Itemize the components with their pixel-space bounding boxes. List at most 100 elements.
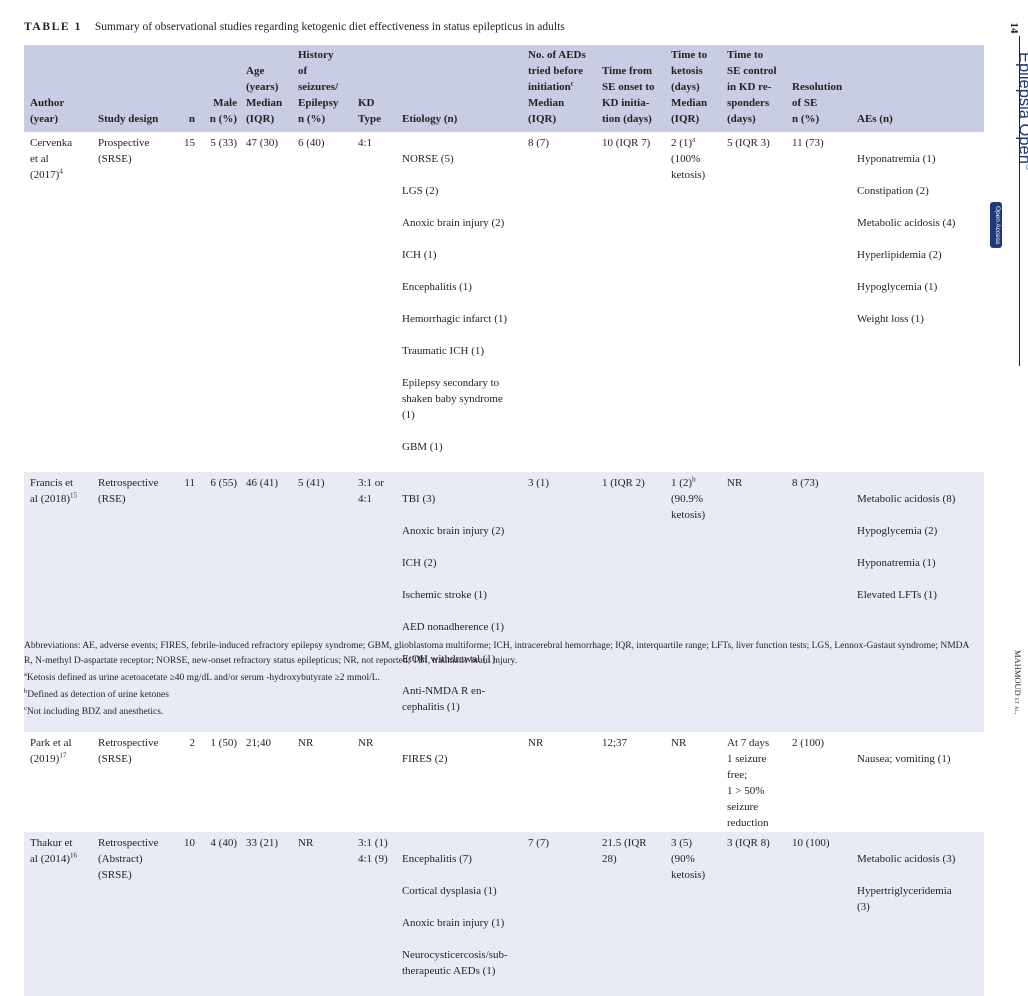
cell-ketosis: NR	[665, 732, 721, 832]
list-item: Encephalitis (1)	[402, 279, 519, 295]
list-item: LGS (2)	[402, 183, 519, 199]
open-access-badge: Open Access	[990, 202, 1002, 248]
cell-author: Park et al (2019)17	[24, 732, 92, 832]
cell-aes: Hyponatremia (1) Constipation (2) Metabo…	[851, 132, 984, 472]
cell-n: 2	[172, 732, 198, 832]
header-aeds-text: No. of AEDs tried before initiation	[528, 49, 586, 93]
running-author: MAHMOUD	[1013, 650, 1023, 696]
footnote-text: Defined as detection of urine ketones	[27, 690, 169, 700]
list-item: Ischemic stroke (1)	[402, 587, 519, 603]
list-item: Hemorrhagic infarct (1)	[402, 311, 519, 327]
cell-age: 21;40	[240, 732, 292, 832]
list-item: GBM (1)	[402, 439, 519, 455]
running-head: MAHMOUD et al.	[1013, 650, 1023, 714]
header-history: History of seizures/ Epilepsy n (%)	[292, 45, 352, 132]
cell-time-onset: 10 (IQR 7)	[596, 132, 665, 472]
table-label: TABLE 1	[24, 21, 82, 33]
cell-kd: NR	[352, 732, 396, 832]
ketosis-value: 2 (1)	[671, 137, 692, 149]
cell-se-control: 5 (IQR 3)	[721, 132, 786, 472]
author-ref: 4	[59, 167, 63, 175]
ketosis-sup: a	[692, 135, 695, 143]
table-title: Summary of observational studies regardi…	[95, 21, 565, 33]
list-item: Hypoglycemia (1)	[857, 279, 981, 295]
footnote-text: Ketosis defined as urine acetoacetate ≥4…	[27, 673, 380, 683]
cell-design: Retrospective (SRSE)	[92, 732, 172, 832]
list-item: Nausea; vomiting (1)	[857, 751, 981, 767]
cell-male: 4 (40)	[198, 832, 240, 996]
cell-time-onset: 12;37	[596, 732, 665, 832]
header-se-control: Time to SE control in KD re- sponders (d…	[721, 45, 786, 132]
list-item: Metabolic acidosis (8)	[857, 491, 981, 507]
cell-design: Retrospective (Abstract) (SRSE)	[92, 832, 172, 996]
header-aes: AEs (n)	[851, 45, 984, 132]
table-caption: TABLE 1 Summary of observational studies…	[24, 21, 565, 33]
ketosis-value: NR	[671, 737, 686, 749]
header-study-design: Study design	[92, 45, 172, 132]
list-item: AED nonadherence (1)	[402, 619, 519, 635]
ketosis-value: 1 (2)	[671, 477, 692, 489]
cell-aes: Metabolic acidosis (3) Hypertriglyceride…	[851, 832, 984, 996]
open-access-text: Open Access	[994, 206, 1001, 244]
header-aeds-rest: Median (IQR)	[528, 97, 564, 125]
footnote-a: aKetosis defined as urine acetoacetate ≥…	[24, 671, 976, 686]
ketosis-sup: b	[692, 475, 696, 483]
cell-resolution: 2 (100)	[786, 732, 851, 832]
header-n: n	[172, 45, 198, 132]
header-row: Author (year) Study design n Male n (%) …	[24, 45, 984, 132]
journal-logo: Epilepsia Open®	[1015, 52, 1028, 171]
cell-n: 15	[172, 132, 198, 472]
table-row: Cervenka et al (2017)4 Prospective (SRSE…	[24, 132, 984, 472]
list-item: FIRES (2)	[402, 751, 519, 767]
author-ref: 15	[70, 491, 77, 499]
cell-se-control: At 7 days 1 seizure free; 1 > 50% seizur…	[721, 732, 786, 832]
table-container: Author (year) Study design n Male n (%) …	[24, 45, 984, 996]
list-item: Hyperlipidemia (2)	[857, 247, 981, 263]
author-ref: 17	[59, 751, 66, 759]
registered-mark: ®	[1024, 164, 1028, 171]
header-aeds: No. of AEDs tried before initiationc Med…	[522, 45, 596, 132]
cell-resolution: 10 (100)	[786, 832, 851, 996]
footnote-text: Not including BDZ and anesthetics.	[27, 707, 163, 717]
journal-brand: Epilepsia Open®	[1012, 52, 1028, 192]
list-item: Anoxic brain injury (2)	[402, 215, 519, 231]
list-item: Neurocysticercosis/sub- therapeutic AEDs…	[402, 947, 519, 979]
list-item: ICH (2)	[402, 555, 519, 571]
cell-design: Prospective (SRSE)	[92, 132, 172, 472]
header-author: Author (year)	[24, 45, 92, 132]
studies-table: Author (year) Study design n Male n (%) …	[24, 45, 984, 996]
cell-aes: Nausea; vomiting (1)	[851, 732, 984, 832]
cell-kd: 3:1 (1) 4:1 (9)	[352, 832, 396, 996]
author-text: Francis et al (2018)	[30, 477, 73, 505]
cell-ketosis: 3 (5) (90% ketosis)	[665, 832, 721, 996]
ketosis-note: (90% ketosis)	[671, 853, 705, 881]
list-item: NORSE (5)	[402, 151, 519, 167]
author-text: Cervenka et al (2017)	[30, 137, 72, 181]
list-item: Weight loss (1)	[857, 311, 981, 327]
cell-se-control: 3 (IQR 8)	[721, 832, 786, 996]
footnote-c: cNot including BDZ and anesthetics.	[24, 705, 976, 720]
ketosis-value: 3 (5)	[671, 837, 692, 849]
list-item: Epilepsy secondary to shaken baby syndro…	[402, 375, 519, 423]
cell-etiology: Encephalitis (7) Cortical dysplasia (1) …	[396, 832, 522, 996]
header-time-ketosis: Time to ketosis (days) Median (IQR)	[665, 45, 721, 132]
header-time-onset: Time from SE onset to KD initia- tion (d…	[596, 45, 665, 132]
cell-male: 5 (33)	[198, 132, 240, 472]
list-item: Traumatic ICH (1)	[402, 343, 519, 359]
cell-aeds: NR	[522, 732, 596, 832]
header-kd-type: KD Type	[352, 45, 396, 132]
cell-aeds: 8 (7)	[522, 132, 596, 472]
cell-author: Cervenka et al (2017)4	[24, 132, 92, 472]
cell-time-onset: 21.5 (IQR 28)	[596, 832, 665, 996]
cell-aeds: 7 (7)	[522, 832, 596, 996]
header-aeds-sup: c	[571, 79, 574, 87]
journal-name: Epilepsia Open	[1016, 52, 1028, 164]
list-item: Encephalitis (7)	[402, 851, 519, 867]
header-male: Male n (%)	[198, 45, 240, 132]
footnote-b: bDefined as detection of urine ketones	[24, 688, 976, 703]
author-text: Thakur et al (2014)	[30, 837, 72, 865]
cell-n: 10	[172, 832, 198, 996]
page-number: 14	[1008, 18, 1020, 38]
list-item: TBI (3)	[402, 491, 519, 507]
table-row: Park et al (2019)17 Retrospective (SRSE)…	[24, 732, 984, 832]
